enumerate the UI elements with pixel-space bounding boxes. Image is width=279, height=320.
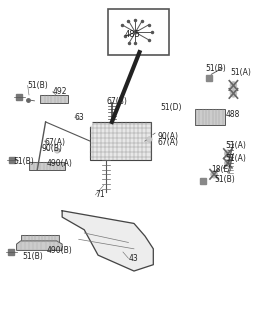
Text: 51(A): 51(A)	[231, 68, 252, 77]
Circle shape	[225, 150, 231, 157]
Text: 488: 488	[225, 109, 239, 118]
Text: 67(B): 67(B)	[106, 97, 127, 106]
Polygon shape	[16, 241, 62, 251]
Text: 485: 485	[124, 30, 140, 39]
Text: 51(B): 51(B)	[206, 63, 227, 73]
Text: 51(B): 51(B)	[14, 157, 35, 166]
Text: 18(E): 18(E)	[211, 165, 232, 174]
Text: 90(A): 90(A)	[157, 132, 179, 141]
Text: 51(B): 51(B)	[28, 81, 48, 90]
Circle shape	[230, 90, 237, 97]
Text: 63: 63	[74, 113, 84, 122]
Text: 51(B): 51(B)	[214, 174, 235, 184]
Circle shape	[147, 137, 151, 142]
Text: 51(A): 51(A)	[225, 141, 246, 150]
Text: 51(D): 51(D)	[160, 103, 182, 112]
Circle shape	[225, 159, 231, 167]
Text: 67(A): 67(A)	[44, 138, 65, 147]
Circle shape	[82, 116, 92, 128]
Text: 490(A): 490(A)	[47, 159, 73, 168]
Text: 71: 71	[95, 190, 105, 199]
Bar	[195, 109, 225, 125]
Bar	[40, 95, 68, 103]
Text: 43: 43	[128, 254, 138, 263]
Bar	[90, 122, 151, 160]
Text: 490(B): 490(B)	[47, 246, 73, 255]
Polygon shape	[62, 211, 153, 271]
Text: 51(B): 51(B)	[22, 252, 43, 261]
Bar	[108, 9, 169, 55]
Text: 51(A): 51(A)	[225, 154, 246, 163]
Circle shape	[54, 148, 59, 153]
Circle shape	[230, 82, 237, 89]
Circle shape	[211, 171, 217, 178]
Text: 492: 492	[52, 87, 67, 96]
Text: 67(A): 67(A)	[157, 138, 179, 147]
Text: 90(B): 90(B)	[42, 144, 62, 153]
Bar	[21, 235, 59, 243]
Bar	[29, 162, 65, 170]
